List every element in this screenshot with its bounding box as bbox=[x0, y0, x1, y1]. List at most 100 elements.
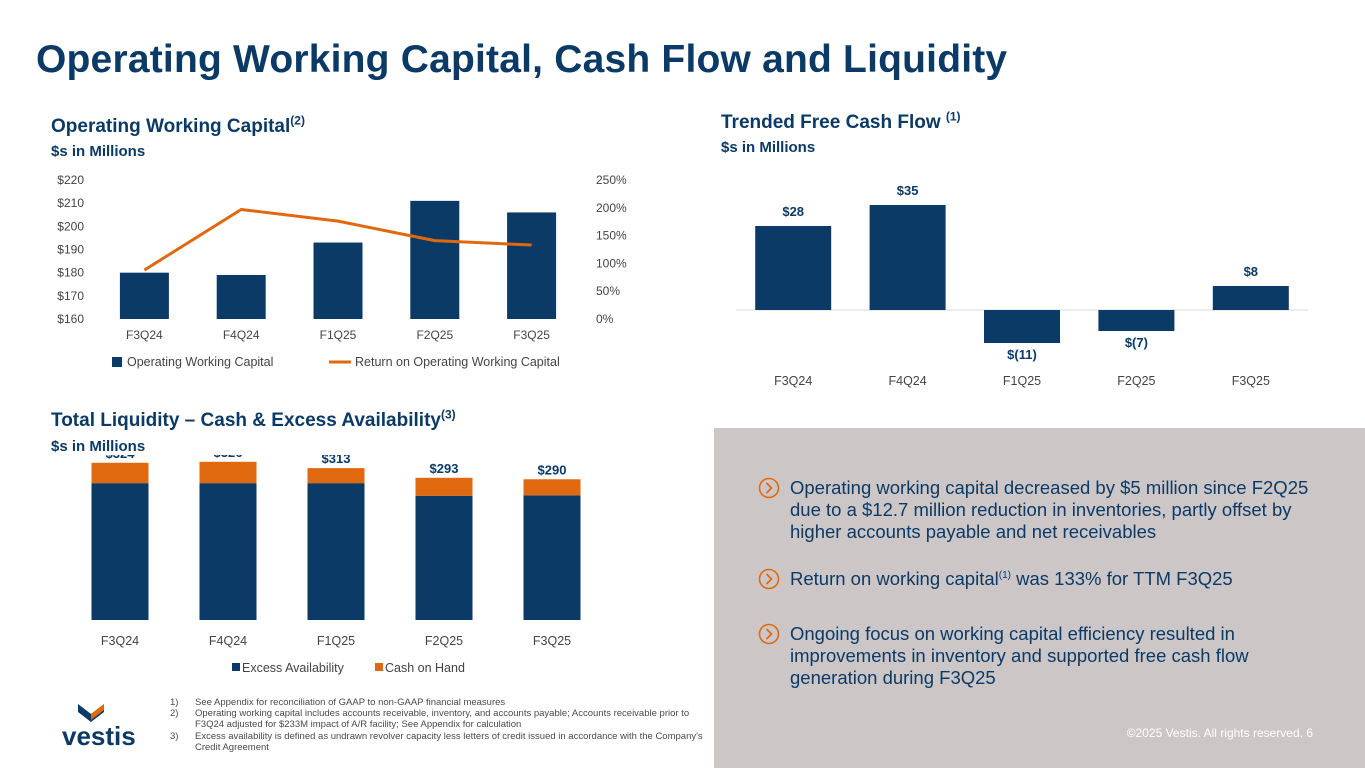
bullet-return-on-wc: Return on working capital(1) was 133% fo… bbox=[758, 568, 1318, 590]
owc-bar bbox=[507, 212, 557, 319]
y2-tick-label: 150% bbox=[596, 229, 627, 243]
legend-label-owc: Operating Working Capital bbox=[127, 355, 273, 369]
return-on-owc-line bbox=[143, 207, 532, 272]
liq-total-label: $293 bbox=[430, 461, 459, 476]
fcf-data-label: $35 bbox=[897, 183, 919, 198]
liq-subtitle: $s in Millions bbox=[51, 438, 146, 455]
bullet-text-pre: Return on working capital bbox=[790, 568, 999, 589]
x-tick-label: F4Q24 bbox=[223, 328, 260, 342]
chevron-circle-icon bbox=[758, 623, 780, 645]
legend-label-excess: Excess Availability bbox=[242, 661, 345, 675]
legend-label-cash: Cash on Hand bbox=[385, 661, 465, 675]
legend-swatch-owc bbox=[112, 357, 122, 367]
footnote-2: 2) Operating working capital includes acc… bbox=[170, 708, 710, 730]
footnote-number: 1) bbox=[170, 697, 179, 708]
fcf-title: Trended Free Cash Flow (1) bbox=[721, 109, 961, 134]
footnote-text: Excess availability is defined as undraw… bbox=[195, 730, 703, 753]
footnote-1: 1) See Appendix for reconciliation of GAA… bbox=[170, 697, 710, 708]
x-tick-label: F3Q25 bbox=[1232, 374, 1270, 388]
bullet-text: Ongoing focus on working capital efficie… bbox=[790, 623, 1249, 688]
chevron-circle-icon bbox=[758, 568, 780, 590]
x-tick-label: F2Q25 bbox=[416, 328, 453, 342]
legend-swatch-excess bbox=[232, 663, 240, 671]
fcf-data-label: $8 bbox=[1244, 264, 1258, 279]
footnote-number: 3) bbox=[170, 730, 179, 742]
fcf-chart: $28 F3Q24 $35 F4Q24 $(11) F1Q25 $(7) F2Q25 $8 F3Q… bbox=[736, 183, 1308, 388]
y-tick-label: $220 bbox=[57, 173, 84, 187]
x-tick-label: F4Q24 bbox=[888, 374, 926, 388]
y-tick-label: $200 bbox=[57, 219, 84, 233]
cash-on-hand-bar bbox=[523, 479, 581, 496]
excess-availability-bar bbox=[523, 495, 581, 620]
x-tick-label: F1Q25 bbox=[317, 634, 355, 648]
bullet-text: Operating working capital decreased by $… bbox=[790, 477, 1309, 542]
vestis-logo: vestis bbox=[62, 700, 144, 753]
bullet-text: Return on working capital(1) was 133% fo… bbox=[790, 568, 1233, 590]
fcf-data-label: $(7) bbox=[1125, 335, 1148, 350]
x-tick-label: F4Q24 bbox=[209, 634, 247, 648]
x-tick-label: F3Q25 bbox=[513, 328, 550, 342]
footnote-3: 3) Excess availability is defined as undr… bbox=[170, 731, 710, 753]
legend-label-return: Return on Operating Working Capital bbox=[355, 355, 560, 369]
page-title: Operating Working Capital, Cash Flow and… bbox=[36, 38, 1008, 81]
liq-total-label: $326 bbox=[214, 455, 243, 460]
fcf-bar bbox=[1212, 286, 1289, 310]
y2-tick-label: 250% bbox=[596, 173, 627, 187]
legend-swatch-cash bbox=[375, 663, 383, 671]
bullet-ongoing-focus: Ongoing focus on working capital efficie… bbox=[758, 623, 1318, 689]
bullet-text-post: was 133% for TTM F3Q25 bbox=[1010, 568, 1233, 589]
liq-title: Total Liquidity – Cash & Excess Availabi… bbox=[51, 407, 456, 432]
owc-bar bbox=[216, 274, 266, 319]
y-tick-label: $180 bbox=[57, 266, 84, 280]
cash-on-hand-bar bbox=[307, 468, 365, 484]
liq-title-footnote: (3) bbox=[440, 407, 456, 422]
excess-availability-bar bbox=[91, 483, 149, 620]
y-tick-label: $160 bbox=[57, 312, 84, 326]
x-tick-label: F3Q25 bbox=[533, 634, 571, 648]
cash-on-hand-bar bbox=[199, 461, 257, 484]
x-tick-label: F2Q25 bbox=[1117, 374, 1155, 388]
owc-title: Operating Working Capital(2) bbox=[51, 113, 305, 138]
y-tick-label: $170 bbox=[57, 289, 84, 303]
cash-on-hand-bar bbox=[91, 462, 149, 484]
y2-tick-label: 0% bbox=[596, 312, 614, 326]
bullet-footnote: (1) bbox=[998, 569, 1011, 581]
x-tick-label: F3Q24 bbox=[101, 634, 139, 648]
fcf-bar bbox=[1098, 310, 1175, 331]
y2-tick-label: 50% bbox=[596, 284, 620, 298]
liq-total-label: $324 bbox=[106, 455, 136, 461]
fcf-bar bbox=[755, 226, 832, 310]
liq-total-label: $290 bbox=[538, 462, 567, 477]
chevron-circle-icon bbox=[758, 477, 780, 499]
fcf-bar bbox=[869, 205, 946, 310]
owc-bar bbox=[410, 200, 460, 319]
liq-title-text: Total Liquidity – Cash & Excess Availabi… bbox=[51, 410, 441, 431]
fcf-title-footnote: (1) bbox=[945, 109, 961, 124]
y2-tick-label: 200% bbox=[596, 201, 627, 215]
fcf-title-text: Trended Free Cash Flow bbox=[721, 112, 946, 133]
footnotes: 1) See Appendix for reconciliation of GAA… bbox=[170, 697, 710, 753]
x-tick-label: F3Q24 bbox=[126, 328, 163, 342]
excess-availability-bar bbox=[307, 483, 365, 620]
excess-availability-bar bbox=[199, 483, 257, 620]
footnote-text: Operating working capital includes accou… bbox=[195, 708, 690, 731]
bullet-owc-decrease: Operating working capital decreased by $… bbox=[758, 477, 1318, 543]
liq-total-label: $313 bbox=[322, 455, 351, 466]
fcf-subtitle: $s in Millions bbox=[721, 139, 816, 156]
owc-title-text: Operating Working Capital bbox=[51, 116, 291, 137]
vestis-logo-mark: vestis bbox=[62, 704, 136, 751]
y-tick-label: $210 bbox=[57, 196, 84, 210]
owc-chart: $220 $210 $200 $190 $180 $170 $160 250% 200% 150%… bbox=[57, 173, 627, 369]
y-tick-label: $190 bbox=[57, 243, 84, 257]
footnote-text: See Appendix for reconciliation of GAAP … bbox=[195, 697, 506, 708]
x-tick-label: F1Q25 bbox=[320, 328, 357, 342]
logo-text: vestis bbox=[62, 721, 136, 748]
owc-bar bbox=[119, 272, 169, 319]
fcf-bar bbox=[984, 310, 1060, 343]
fcf-data-label: $(11) bbox=[1007, 347, 1037, 362]
cash-on-hand-bar bbox=[415, 477, 473, 496]
liq-chart: $324 F3Q24 $326 F4Q24 $313 F1Q25 $293 F2Q25 $290… bbox=[91, 455, 581, 675]
x-tick-label: F3Q24 bbox=[774, 374, 812, 388]
owc-title-footnote: (2) bbox=[290, 113, 305, 128]
commentary-panel: Operating working capital decreased by $… bbox=[714, 428, 1365, 768]
